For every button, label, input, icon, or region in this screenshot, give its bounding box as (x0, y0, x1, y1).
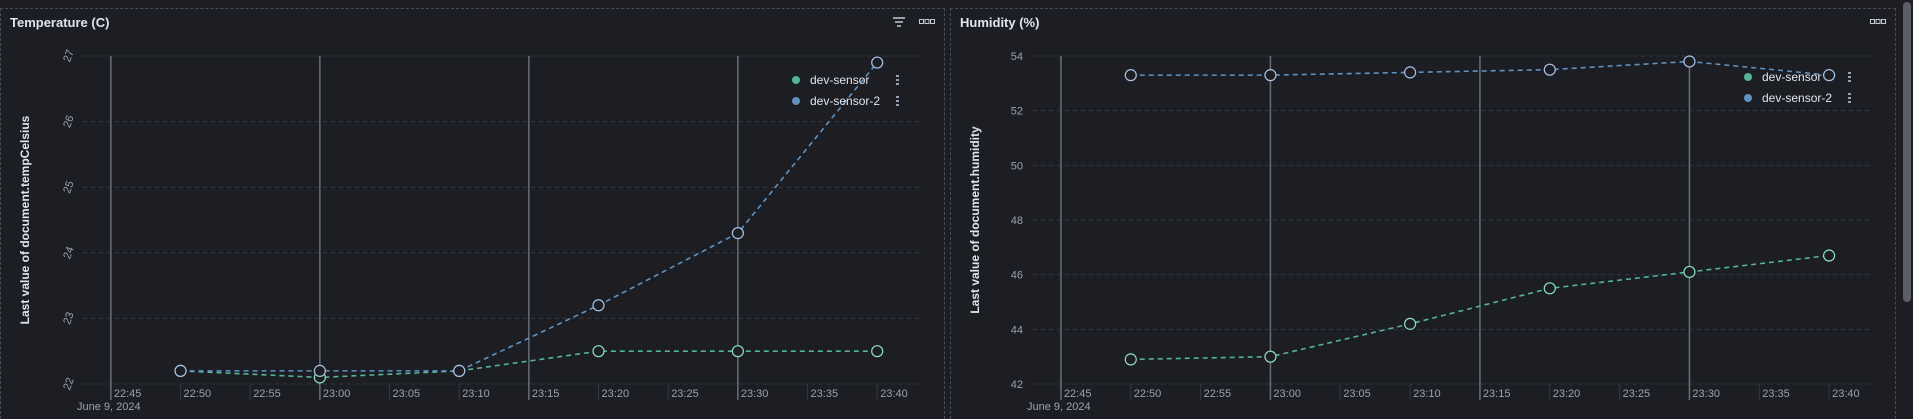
data-point[interactable] (731, 345, 744, 358)
x-tick-label: 23:40 (1832, 388, 1860, 400)
temperature-chart: 22 23 24 25 26 27 22:45 22:50 22:55 23:00 23:05 23:… (18, 48, 919, 413)
x-tick-label: 23:05 (1343, 388, 1371, 400)
data-point[interactable] (1124, 353, 1137, 366)
y-tick-label: 24 (61, 245, 76, 261)
y-tick-label: 22 (61, 376, 76, 392)
x-tick-label: 23:10 (462, 388, 490, 400)
data-point[interactable] (1404, 317, 1417, 330)
x-tick-label: 22:50 (184, 388, 212, 400)
legend-label[interactable]: dev-sensor-2 (810, 94, 880, 108)
legend-more-icon[interactable] (1848, 93, 1851, 103)
series-line-2 (180, 62, 878, 372)
data-point[interactable] (1822, 249, 1836, 262)
x-tick-label: 23:35 (1762, 388, 1790, 400)
data-point[interactable] (1543, 282, 1556, 295)
date-label: June 9, 2024 (77, 401, 141, 413)
data-point[interactable] (871, 56, 884, 69)
legend-more-icon[interactable] (896, 96, 899, 106)
x-tick-label: 23:40 (880, 388, 908, 400)
y-tick-label: 23 (61, 311, 76, 327)
temperature-panel: Temperature (C) 22 23 24 25 26 27 22:45 22:50 22… (0, 8, 945, 419)
legend-swatch (1744, 73, 1752, 81)
legend-more-icon[interactable] (896, 75, 899, 85)
panel-title: Humidity (%) (960, 15, 1040, 30)
x-tick-label: 23:35 (811, 388, 839, 400)
x-tick-label: 22:45 (1064, 388, 1092, 400)
legend-swatch (1744, 94, 1752, 102)
date-label: June 9, 2024 (1027, 401, 1091, 413)
x-tick-label: 23:30 (1692, 388, 1720, 400)
filter-icon[interactable] (890, 14, 908, 30)
data-point[interactable] (174, 364, 187, 377)
data-point[interactable] (871, 345, 884, 358)
data-point[interactable] (1543, 63, 1556, 76)
x-tick-label: 23:00 (323, 388, 351, 400)
data-point[interactable] (1264, 350, 1277, 363)
x-tick-label: 23:25 (1623, 388, 1651, 400)
y-tick-label: 52 (1011, 106, 1023, 118)
y-tick-label: 26 (61, 114, 76, 130)
data-point[interactable] (1264, 69, 1277, 82)
data-point[interactable] (592, 345, 605, 358)
y-tick-label: 50 (1011, 160, 1023, 172)
y-tick-label: 27 (61, 48, 76, 64)
x-tick-label: 23:30 (741, 388, 769, 400)
data-point[interactable] (1404, 66, 1417, 79)
data-point[interactable] (1124, 69, 1137, 82)
data-point[interactable] (1683, 265, 1696, 279)
legend-swatch (792, 97, 800, 105)
x-tick-label: 22:55 (1204, 388, 1232, 400)
x-tick-label: 23:15 (532, 388, 560, 400)
panel-title: Temperature (C) (10, 15, 110, 30)
legend-swatch (792, 76, 800, 84)
y-tick-label: 42 (1011, 379, 1023, 391)
legend-label[interactable]: dev-sensor-2 (1762, 91, 1832, 105)
data-point[interactable] (453, 364, 466, 377)
data-point[interactable] (592, 299, 605, 312)
y-tick-label: 44 (1011, 324, 1023, 336)
y-tick-label: 46 (1011, 270, 1023, 282)
x-tick-label: 23:05 (393, 388, 421, 400)
data-point[interactable] (1683, 55, 1696, 68)
x-tick-label: 23:20 (602, 388, 630, 400)
humidity-chart: 42 44 46 48 50 52 54 22:45 22:50 22:55 23:00 23:05 2… (968, 51, 1871, 413)
legend-label[interactable]: dev-sensor (810, 73, 869, 87)
x-tick-label: 23:20 (1553, 388, 1581, 400)
x-tick-label: 22:55 (253, 388, 281, 400)
data-point[interactable] (1822, 69, 1836, 82)
data-point[interactable] (731, 227, 744, 240)
legend-more-icon[interactable] (1848, 72, 1851, 82)
x-tick-label: 23:15 (1483, 388, 1511, 400)
y-axis-title: Last value of document.tempCelsius (18, 115, 32, 324)
x-tick-label: 22:45 (114, 388, 142, 400)
humidity-panel: Humidity (%) 42 44 46 48 50 52 54 22:45 22:50 22:… (950, 8, 1896, 419)
x-tick-label: 23:10 (1413, 388, 1441, 400)
y-axis-title: Last value of document.humidity (968, 126, 982, 314)
more-icon[interactable] (918, 14, 936, 30)
y-tick-label: 54 (1011, 51, 1023, 63)
x-tick-label: 23:00 (1273, 388, 1301, 400)
y-tick-label: 48 (1011, 215, 1023, 227)
x-tick-label: 23:25 (671, 388, 699, 400)
y-tick-label: 25 (61, 179, 76, 195)
more-icon[interactable] (1869, 14, 1887, 30)
series-line-1 (1130, 254, 1830, 361)
x-tick-label: 22:50 (1134, 388, 1162, 400)
data-point[interactable] (313, 364, 326, 377)
legend-label[interactable]: dev-sensor (1762, 70, 1821, 84)
scrollbar-thumb[interactable] (1903, 2, 1911, 302)
